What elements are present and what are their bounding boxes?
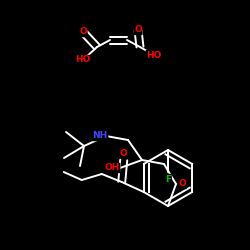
Text: F: F (165, 174, 171, 184)
Text: O: O (134, 26, 142, 35)
Text: O: O (120, 148, 128, 158)
Text: HO: HO (75, 56, 91, 64)
Text: O: O (79, 28, 87, 36)
Text: OH: OH (104, 164, 120, 172)
Text: NH: NH (92, 132, 108, 140)
Text: O: O (178, 180, 186, 188)
Text: HO: HO (146, 50, 162, 59)
